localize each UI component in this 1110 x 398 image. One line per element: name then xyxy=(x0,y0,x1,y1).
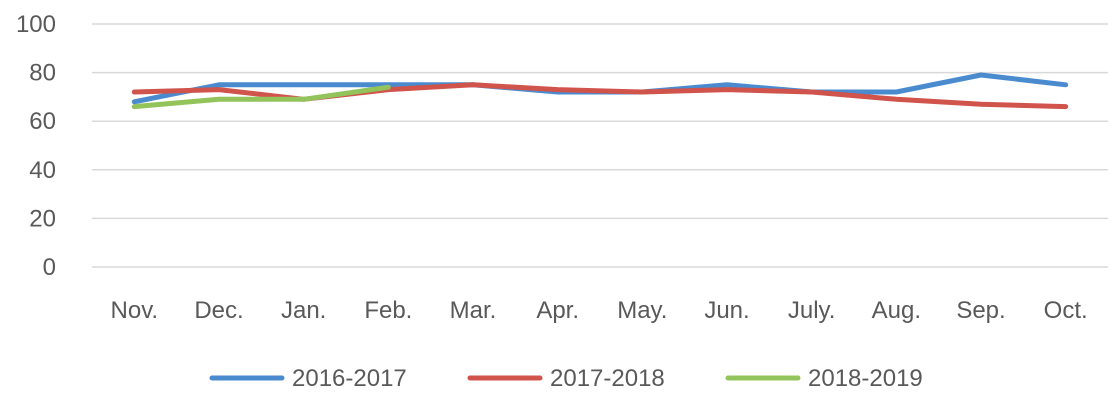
x-tick-label: Mar. xyxy=(450,297,497,324)
x-tick-label: May. xyxy=(617,297,667,324)
y-tick-label: 60 xyxy=(29,108,56,135)
legend-label: 2018-2019 xyxy=(808,365,923,392)
x-tick-label: Oct. xyxy=(1044,297,1088,324)
x-tick-label: Aug. xyxy=(872,297,921,324)
x-tick-label: Sep. xyxy=(956,297,1005,324)
legend: 2016-2017 2017-2018 2018-2019 xyxy=(209,365,923,392)
x-tick-label: Dec. xyxy=(194,297,243,324)
x-tick-label: Feb. xyxy=(364,297,412,324)
y-tick-label: 0 xyxy=(43,254,56,281)
legend-label: 2016-2017 xyxy=(292,365,407,392)
x-tick-label: Jun. xyxy=(704,297,749,324)
y-tick-label: 80 xyxy=(29,60,56,87)
x-tick-label: July. xyxy=(788,297,836,324)
series-line-2018-2019 xyxy=(131,84,391,110)
x-axis-tick-labels: Nov. Dec. Jan. Feb. Mar. Apr. May. Jun. July. Aug… xyxy=(111,297,1088,324)
y-tick-label: 40 xyxy=(29,157,56,184)
y-tick-label: 20 xyxy=(29,205,56,232)
series-lines xyxy=(131,72,1069,110)
x-tick-label: Apr. xyxy=(536,297,579,324)
legend-label: 2017-2018 xyxy=(550,365,665,392)
x-tick-label: Nov. xyxy=(111,297,159,324)
y-tick-label: 100 xyxy=(16,11,56,38)
gridlines xyxy=(92,23,1108,268)
x-tick-label: Jan. xyxy=(281,297,326,324)
y-axis-tick-labels: 0 20 40 60 80 100 xyxy=(16,11,56,281)
